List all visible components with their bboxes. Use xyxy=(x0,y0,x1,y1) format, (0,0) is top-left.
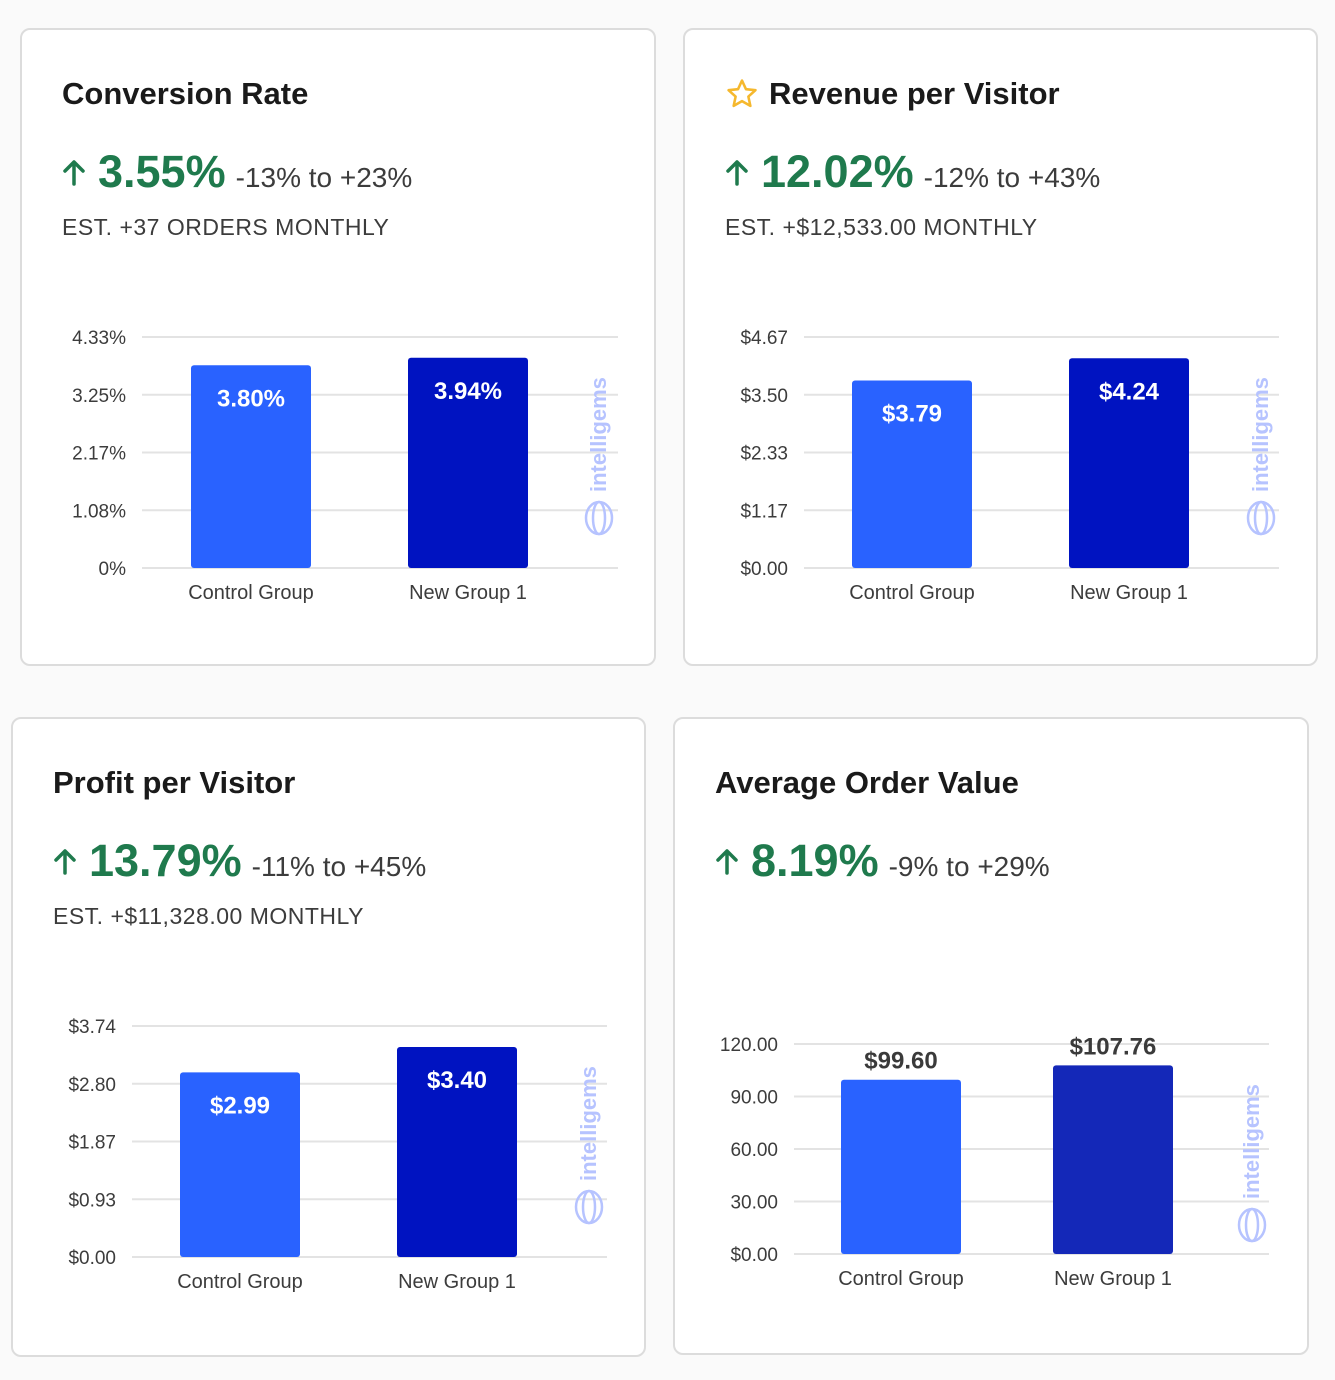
y-tick-label: 3.25% xyxy=(72,386,126,407)
y-tick-label: $1.87 xyxy=(68,1133,116,1154)
x-category-label: Control Group xyxy=(849,582,975,604)
y-tick-label: $4.67 xyxy=(740,328,788,349)
y-tick-label: 0% xyxy=(99,559,127,580)
y-tick-label: $0.93 xyxy=(68,1190,116,1211)
card-title: Revenue per Visitor xyxy=(725,76,1060,112)
x-category-label: New Group 1 xyxy=(398,1271,516,1293)
bar-chart: $0.00 $1.17 $2.33 $3.50 $4.67 $3.79 Control Gr… xyxy=(740,328,1279,604)
x-category-label: Control Group xyxy=(177,1271,303,1293)
bar-control-group[interactable] xyxy=(852,380,972,568)
lift-value: 12.02% xyxy=(761,146,914,197)
bar-new-group-1[interactable] xyxy=(397,1047,517,1257)
star-icon[interactable] xyxy=(725,77,759,111)
watermark-text: intelligems xyxy=(1248,377,1273,492)
bar-value-label: $3.79 xyxy=(882,401,942,428)
intelligems-logo-icon xyxy=(1246,500,1276,536)
bar-value-label: $3.40 xyxy=(427,1067,487,1094)
y-tick-label: 2.17% xyxy=(72,444,126,465)
bar-chart: $0.00 30.00 60.00 90.00 120.00 $99.60 Control … xyxy=(720,1033,1269,1290)
y-tick-label: $0.00 xyxy=(730,1245,778,1266)
watermark-text: intelligems xyxy=(586,377,611,492)
profit-per-visitor-card: Profit per Visitor 13.79% -11% to +45% E… xyxy=(11,717,646,1357)
intelligems-logo-icon xyxy=(574,1189,604,1225)
confidence-range: -12% to +43% xyxy=(923,162,1101,193)
y-tick-label: 60.00 xyxy=(730,1140,778,1161)
confidence-range: -9% to +29% xyxy=(888,851,1050,882)
lift-metric: 8.19% -9% to +29% xyxy=(715,835,1050,887)
bar-control-group[interactable] xyxy=(180,1072,300,1257)
bar-new-group-1[interactable] xyxy=(1069,358,1189,568)
bar-new-group-1[interactable] xyxy=(408,357,528,568)
lift-value: 3.55% xyxy=(98,146,226,197)
x-category-label: Control Group xyxy=(838,1268,964,1290)
y-tick-label: $1.17 xyxy=(740,501,788,522)
bar-value-label: $2.99 xyxy=(210,1092,270,1119)
x-category-label: New Group 1 xyxy=(1070,582,1188,604)
bar-control-group[interactable] xyxy=(191,365,311,568)
conversion-rate-card: Conversion Rate 3.55% -13% to +23% EST. … xyxy=(20,28,656,666)
bar-value-label: $107.76 xyxy=(1070,1033,1157,1060)
card-title: Conversion Rate xyxy=(62,76,309,111)
bar-control-group[interactable] xyxy=(841,1079,961,1254)
revenue-per-visitor-card: Revenue per Visitor 12.02% -12% to +43% … xyxy=(683,28,1318,666)
average-order-value-card: Average Order Value 8.19% -9% to +29% $0… xyxy=(673,717,1309,1355)
arrow-up-icon xyxy=(726,160,748,186)
confidence-range: -13% to +23% xyxy=(235,162,413,193)
card-title: Profit per Visitor xyxy=(53,765,296,800)
bar-value-label: 3.80% xyxy=(217,385,285,412)
y-tick-label: 90.00 xyxy=(730,1088,778,1109)
y-tick-label: $3.50 xyxy=(740,386,788,407)
lift-metric: 12.02% -12% to +43% xyxy=(725,146,1100,198)
x-category-label: New Group 1 xyxy=(409,582,527,604)
watermark-text: intelligems xyxy=(576,1066,601,1181)
card-title: Average Order Value xyxy=(715,765,1019,800)
y-tick-label: $2.33 xyxy=(740,444,788,465)
bar-value-label: $4.24 xyxy=(1099,378,1160,405)
arrow-up-icon xyxy=(716,849,738,875)
confidence-range: -11% to +45% xyxy=(251,851,427,882)
y-tick-label: $3.74 xyxy=(68,1017,116,1038)
watermark-text: intelligems xyxy=(1239,1084,1264,1199)
y-tick-label: 1.08% xyxy=(72,501,126,522)
arrow-up-icon xyxy=(63,160,85,186)
lift-value: 13.79% xyxy=(89,835,242,886)
lift-metric: 3.55% -13% to +23% xyxy=(62,146,412,198)
bar-chart: 0% 1.08% 2.17% 3.25% 4.33% 3.80% Control Group… xyxy=(72,328,618,604)
y-tick-label: $2.80 xyxy=(68,1075,116,1096)
monthly-estimate: EST. +$11,328.00 MONTHLY xyxy=(53,903,364,929)
intelligems-logo-icon xyxy=(1237,1207,1267,1243)
x-category-label: Control Group xyxy=(188,582,314,604)
monthly-estimate: EST. +$12,533.00 MONTHLY xyxy=(725,214,1038,240)
bar-value-label: $99.60 xyxy=(864,1048,937,1075)
bar-new-group-1[interactable] xyxy=(1053,1065,1173,1254)
arrow-up-icon xyxy=(54,849,76,875)
y-tick-label: 30.00 xyxy=(730,1193,778,1214)
x-category-label: New Group 1 xyxy=(1054,1268,1172,1290)
monthly-estimate: EST. +37 ORDERS MONTHLY xyxy=(62,214,390,240)
bar-chart: $0.00 $0.93 $1.87 $2.80 $3.74 $2.99 Control Gr… xyxy=(68,1017,607,1293)
intelligems-logo-icon xyxy=(584,500,614,536)
y-tick-label: $0.00 xyxy=(68,1248,116,1269)
y-tick-label: 120.00 xyxy=(720,1035,778,1056)
lift-metric: 13.79% -11% to +45% xyxy=(53,835,426,887)
bar-value-label: 3.94% xyxy=(434,378,502,405)
y-tick-label: 4.33% xyxy=(72,328,126,349)
lift-value: 8.19% xyxy=(751,835,879,886)
y-tick-label: $0.00 xyxy=(740,559,788,580)
